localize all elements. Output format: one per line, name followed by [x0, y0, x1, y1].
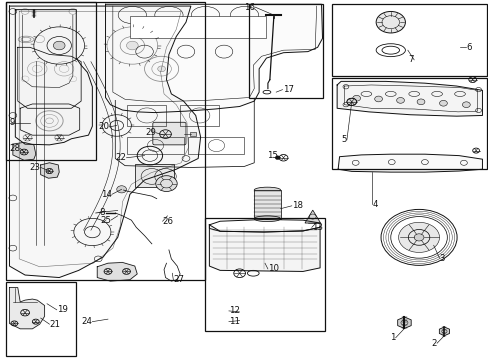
- Text: 24: 24: [81, 317, 92, 326]
- Polygon shape: [105, 4, 322, 113]
- Polygon shape: [305, 210, 320, 223]
- Circle shape: [346, 98, 356, 105]
- Bar: [5, 3, 96, 160]
- Polygon shape: [209, 225, 320, 271]
- Polygon shape: [336, 81, 482, 116]
- Circle shape: [462, 102, 469, 108]
- Text: 12: 12: [228, 306, 240, 315]
- Text: 18: 18: [291, 201, 302, 210]
- Bar: [5, 3, 205, 280]
- Text: 28: 28: [9, 144, 20, 153]
- Polygon shape: [397, 317, 410, 328]
- Ellipse shape: [254, 187, 280, 193]
- Bar: [254, 190, 280, 219]
- Text: 15: 15: [266, 151, 277, 160]
- Polygon shape: [15, 10, 92, 145]
- Polygon shape: [13, 142, 36, 160]
- Text: 25: 25: [100, 216, 111, 225]
- Circle shape: [396, 98, 404, 103]
- Circle shape: [398, 222, 439, 252]
- Bar: [127, 105, 166, 126]
- Bar: [130, 16, 266, 39]
- Bar: [188, 137, 244, 154]
- Circle shape: [126, 41, 138, 50]
- Circle shape: [375, 12, 405, 33]
- Bar: [135, 164, 173, 187]
- Text: 11: 11: [228, 317, 240, 326]
- Polygon shape: [97, 262, 137, 281]
- Circle shape: [275, 156, 280, 159]
- Text: 27: 27: [173, 275, 184, 284]
- Ellipse shape: [254, 216, 280, 222]
- Circle shape: [53, 41, 65, 50]
- Bar: [180, 105, 219, 126]
- Text: 5: 5: [341, 135, 346, 144]
- Bar: [331, 4, 487, 76]
- Circle shape: [156, 176, 177, 192]
- Circle shape: [439, 100, 447, 106]
- Text: 22: 22: [115, 153, 126, 162]
- Text: 2: 2: [431, 339, 436, 348]
- Text: 3: 3: [439, 254, 444, 263]
- Bar: [127, 137, 183, 154]
- Text: 29: 29: [144, 128, 156, 137]
- FancyBboxPatch shape: [153, 122, 185, 145]
- Circle shape: [117, 186, 126, 193]
- Circle shape: [416, 99, 424, 105]
- Bar: [5, 282, 76, 356]
- Polygon shape: [9, 6, 200, 278]
- Text: 16: 16: [244, 3, 255, 12]
- Bar: [331, 78, 487, 169]
- Polygon shape: [9, 288, 44, 329]
- Text: 17: 17: [282, 85, 293, 94]
- Text: 19: 19: [57, 305, 67, 314]
- Polygon shape: [20, 104, 80, 135]
- Text: 7: 7: [408, 55, 413, 64]
- Polygon shape: [337, 154, 482, 172]
- Circle shape: [158, 66, 165, 72]
- Text: 10: 10: [267, 265, 278, 274]
- Polygon shape: [438, 327, 448, 336]
- Text: 6: 6: [466, 43, 471, 52]
- Polygon shape: [18, 47, 81, 108]
- Bar: [189, 132, 195, 136]
- Text: 23: 23: [30, 163, 41, 172]
- Text: 1: 1: [389, 333, 395, 342]
- Text: 4: 4: [371, 200, 377, 209]
- Text: 26: 26: [162, 217, 173, 226]
- Text: 13: 13: [311, 223, 322, 232]
- Bar: [249, 4, 322, 98]
- Text: 9: 9: [9, 118, 15, 127]
- Bar: [205, 218, 325, 330]
- Circle shape: [413, 234, 423, 241]
- Text: 14: 14: [101, 190, 112, 199]
- Circle shape: [352, 95, 360, 101]
- Text: 20: 20: [98, 122, 109, 131]
- Text: 21: 21: [49, 320, 61, 329]
- Polygon shape: [41, 163, 59, 178]
- Text: 8: 8: [99, 208, 104, 217]
- Circle shape: [374, 96, 382, 102]
